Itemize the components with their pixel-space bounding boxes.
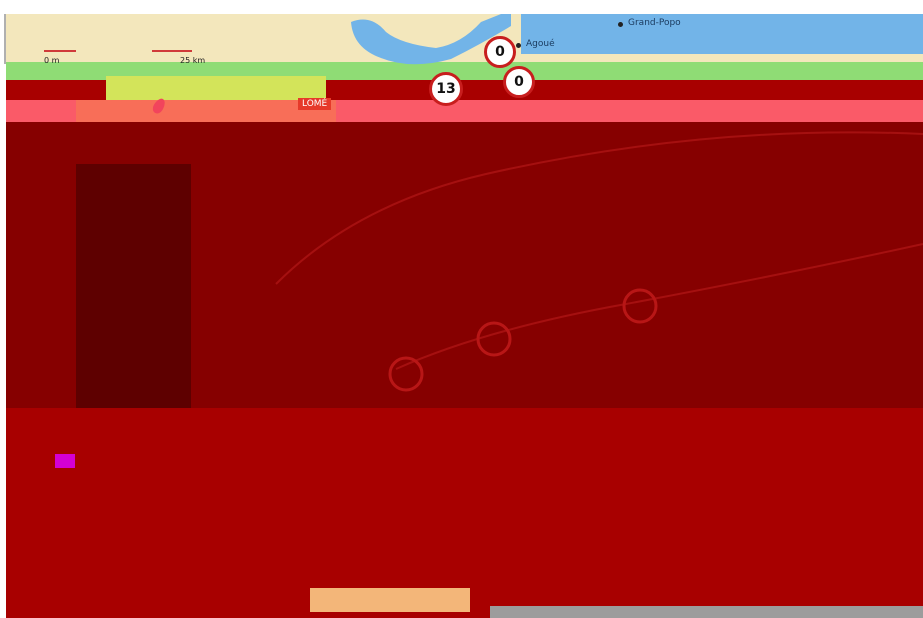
- lagoon-shape: [351, 14, 511, 65]
- scale-bar-left: [44, 50, 76, 52]
- map-left-edge: [4, 14, 6, 64]
- green-belt: [6, 62, 923, 80]
- map-canvas[interactable]: 0 m 25 km Agoué Grand-Popo LOMÉ 0 13 0: [6, 14, 923, 618]
- scale-end-label: 25 km: [180, 56, 206, 65]
- route-badge-0[interactable]: 0: [484, 36, 516, 68]
- sea-area: [521, 14, 923, 54]
- route-badge-0-lower[interactable]: 0: [503, 66, 535, 98]
- place-grand-popo[interactable]: Grand-Popo: [628, 18, 681, 28]
- yellow-zone: [106, 76, 326, 100]
- top-white-margin: [0, 0, 923, 14]
- place-agoue[interactable]: Agoué: [526, 39, 555, 49]
- scale-bar-right: [152, 50, 192, 52]
- bottom-strip-orange: [310, 588, 470, 612]
- grand-popo-marker[interactable]: [618, 22, 623, 27]
- route-badge-13[interactable]: 13: [429, 72, 463, 106]
- route-lines: [275, 131, 923, 392]
- poi-marker-icon[interactable]: [55, 454, 75, 468]
- agoue-marker[interactable]: [516, 43, 521, 48]
- bottom-strip-gray: [490, 606, 923, 618]
- scale-start-label: 0 m: [44, 56, 60, 65]
- darker-zone: [76, 164, 191, 408]
- place-lome[interactable]: LOMÉ: [298, 98, 332, 110]
